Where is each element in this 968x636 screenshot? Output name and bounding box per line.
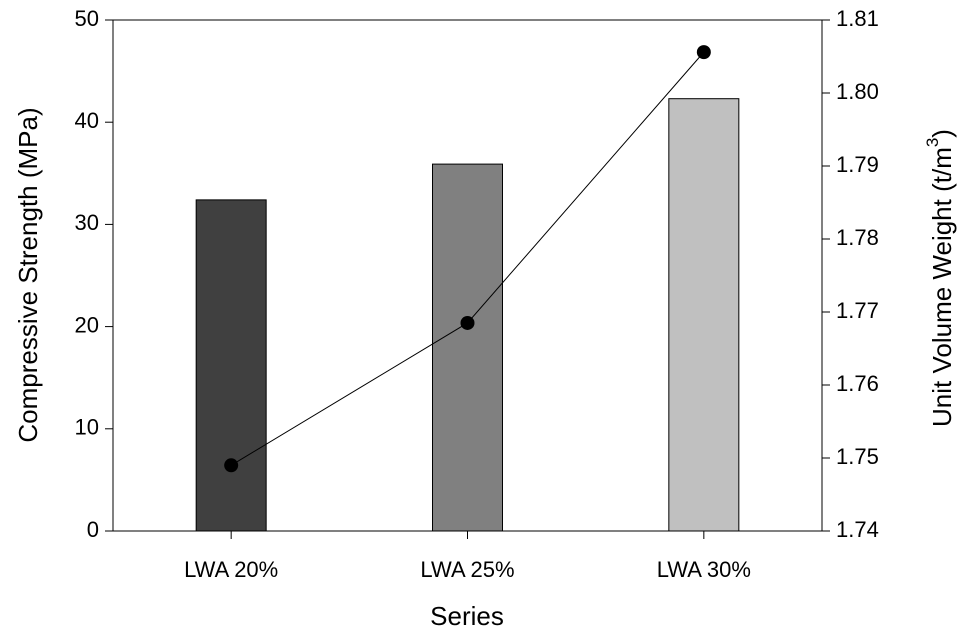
y-tick-label: 30	[75, 210, 99, 235]
y2-axis-title: Unit Volume Weight (t/m3)	[923, 129, 956, 427]
bar	[195, 199, 267, 532]
y-tick-label: 20	[75, 312, 99, 337]
x-tick-label: LWA 20%	[184, 557, 278, 582]
y-tick-label: 10	[75, 415, 99, 440]
x-axis-title: Series	[430, 601, 504, 631]
y-tick-label: 0	[87, 517, 99, 542]
y-tick-label: 50	[75, 6, 99, 31]
plot-frame	[112, 19, 823, 532]
y2-tick-label: 1.81	[836, 6, 879, 31]
point	[696, 45, 711, 60]
y2-tick-label: 1.78	[836, 225, 879, 250]
x-tick-label: LWA 25%	[420, 557, 514, 582]
y2-tick-label: 1.75	[836, 444, 879, 469]
point	[224, 458, 239, 473]
point	[460, 315, 475, 330]
y2-tick-label: 1.80	[836, 79, 879, 104]
y2-tick-label: 1.79	[836, 152, 879, 177]
y2-axis-title-text: Unit Volume Weight (t/m	[927, 147, 957, 427]
y2-axis-title-end: )	[927, 129, 957, 138]
bar	[668, 98, 740, 532]
y-axis-title: Compressive Strength (MPa)	[13, 107, 43, 442]
y2-tick-label: 1.74	[836, 517, 879, 542]
y2-axis-title-sup: 3	[923, 138, 942, 147]
x-tick-label: LWA 30%	[657, 557, 751, 582]
bar	[432, 163, 503, 532]
y2-tick-label: 1.77	[836, 298, 879, 323]
y-tick-label: 40	[75, 108, 99, 133]
y2-tick-label: 1.76	[836, 371, 879, 396]
